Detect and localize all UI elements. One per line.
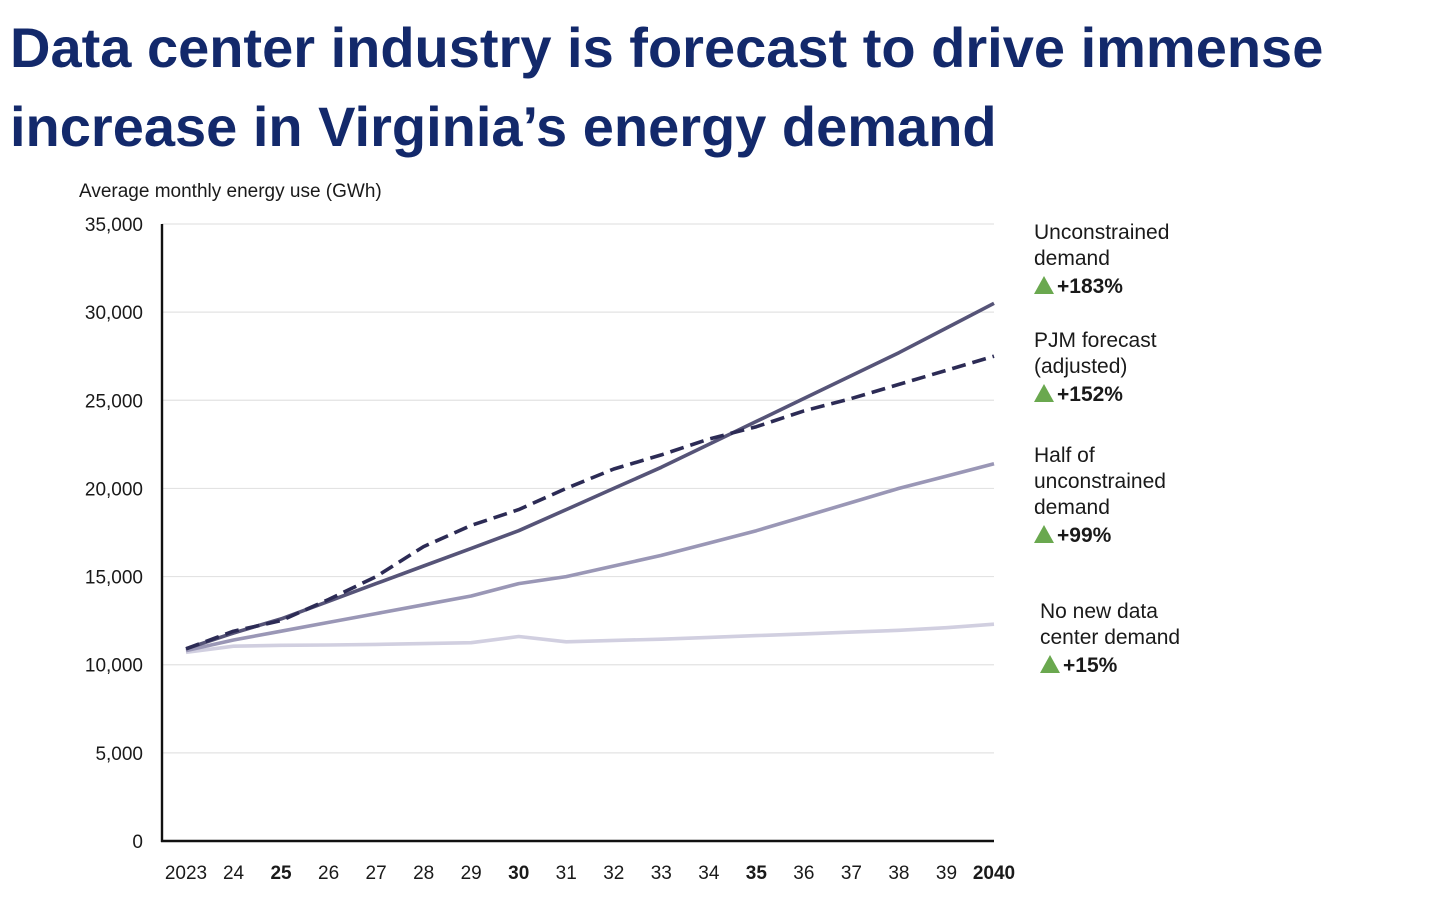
series-lines [185, 301, 995, 655]
y-tick-label: 25,000 [85, 391, 143, 412]
y-tick-label: 30,000 [85, 303, 143, 324]
x-tick-label: 26 [318, 863, 339, 884]
gridlines [162, 223, 994, 754]
x-tick-label: 24 [223, 863, 245, 884]
x-tick-label: 30 [508, 863, 529, 884]
y-tick-label: 20,000 [85, 479, 143, 500]
y-tick-labels: 0 5,000 10,000 15,000 20,000 25,000 30,000 35,0… [85, 215, 143, 853]
x-tick-label: 39 [936, 863, 957, 884]
up-arrow-icon [1034, 276, 1054, 294]
y-tick-label: 35,000 [85, 215, 143, 236]
y-tick-label: 0 [132, 832, 143, 853]
change-badge-unconstrained: +183% [1034, 274, 1169, 300]
change-value-pjm: +152% [1057, 383, 1123, 406]
x-tick-label: 37 [841, 863, 862, 884]
x-tick-label: 34 [698, 863, 720, 884]
change-badge-pjm: +152% [1034, 382, 1157, 408]
x-tick-label: 2023 [165, 863, 207, 884]
change-badge-no-new: +15% [1040, 653, 1180, 679]
page-title: Data center industry is forecast to driv… [10, 8, 1420, 166]
x-tick-label: 29 [461, 863, 482, 884]
legend-label-no-new: No new data center demand [1040, 600, 1181, 649]
up-arrow-icon [1034, 525, 1054, 543]
x-tick-label: 32 [603, 863, 624, 884]
x-tick-label: 2040 [973, 863, 1015, 884]
series-line-unconstrained [185, 301, 995, 651]
x-tick-label: 33 [651, 863, 672, 884]
legend-no-new: No new data center demand +15% [1040, 599, 1180, 679]
legend-label-unconstrained: Unconstrained demand [1034, 221, 1170, 270]
title-line-2: increase in Virginia’s energy demand [10, 95, 997, 158]
y-axis-label: Average monthly energy use (GWh) [79, 181, 382, 202]
y-tick-label: 5,000 [95, 744, 143, 765]
up-arrow-icon [1034, 384, 1054, 402]
series-line-half [185, 461, 995, 653]
change-badge-half: +99% [1034, 523, 1166, 549]
series-line-pjm [185, 354, 995, 651]
series-line-no-new [185, 622, 995, 655]
x-tick-label: 27 [366, 863, 387, 884]
x-tick-label: 28 [413, 863, 434, 884]
x-tick-label: 38 [888, 863, 909, 884]
change-value-half: +99% [1057, 524, 1112, 547]
legend-unconstrained: Unconstrained demand +183% [1034, 220, 1169, 300]
x-tick-labels: 2023 24 25 26 27 28 29 30 31 32 33 34 35 36 37 38 39 2040 [165, 863, 1015, 884]
title-line-1: Data center industry is forecast to driv… [10, 16, 1324, 79]
x-tick-label: 36 [793, 863, 814, 884]
change-value-unconstrained: +183% [1057, 275, 1123, 298]
y-tick-label: 10,000 [85, 656, 143, 677]
x-tick-label: 25 [270, 863, 292, 884]
change-value-no-new: +15% [1063, 654, 1118, 677]
y-tick-label: 15,000 [85, 568, 143, 589]
legend-half: Half of unconstrained demand +99% [1034, 443, 1166, 549]
axes [160, 224, 994, 843]
up-arrow-icon [1040, 655, 1060, 673]
legend-label-half: Half of unconstrained demand [1034, 444, 1166, 519]
x-tick-label: 31 [556, 863, 577, 884]
legend-label-pjm: PJM forecast (adjusted) [1034, 329, 1157, 378]
legend-pjm: PJM forecast (adjusted) +152% [1034, 328, 1157, 408]
x-tick-label: 35 [746, 863, 768, 884]
